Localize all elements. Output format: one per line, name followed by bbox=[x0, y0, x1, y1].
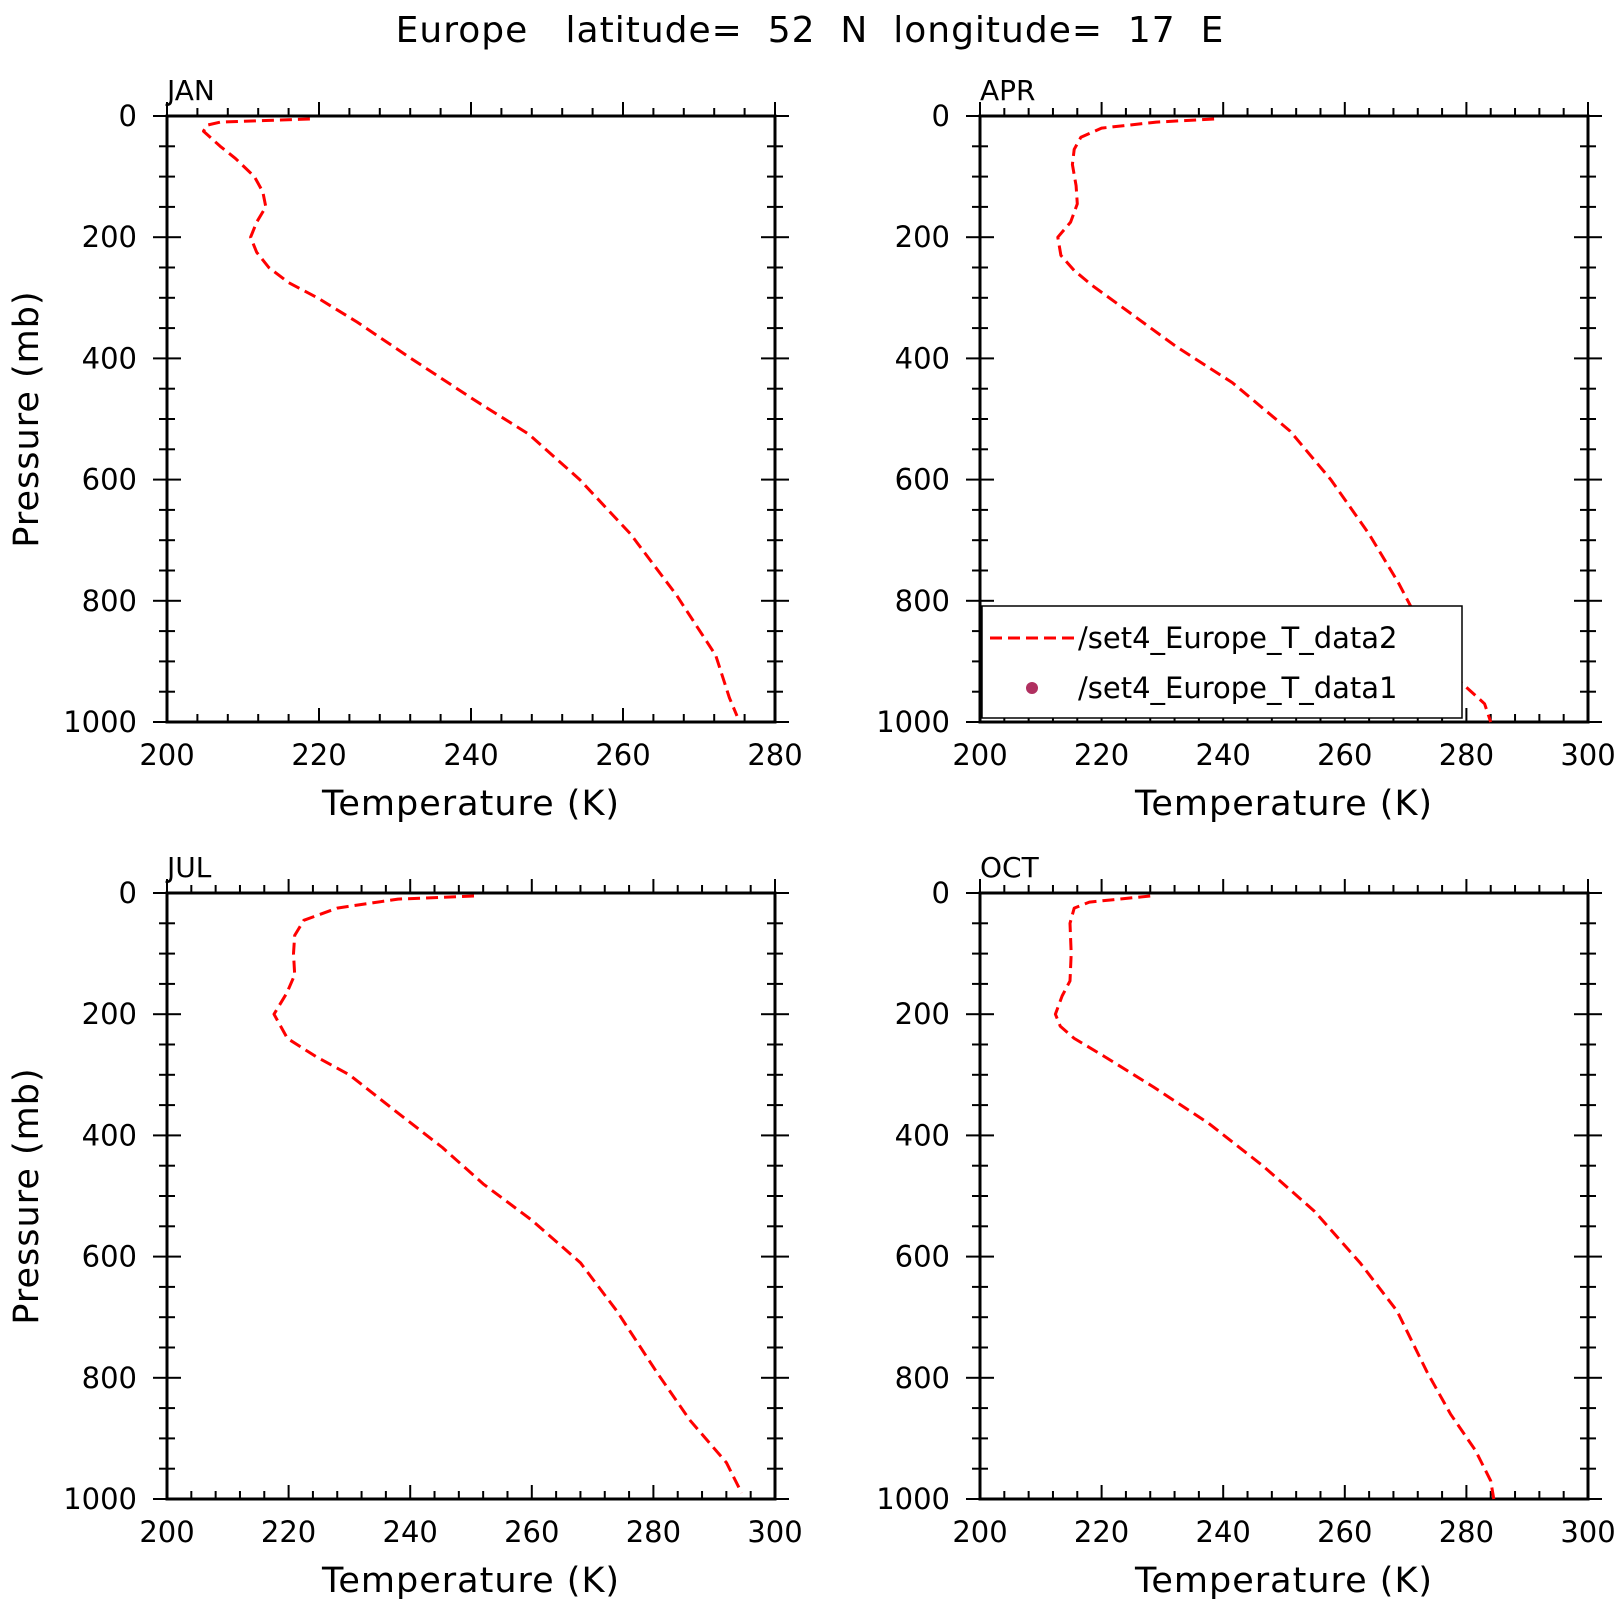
series-line-jan bbox=[202, 117, 739, 717]
y-tick-label: 200 bbox=[82, 997, 137, 1031]
panel-title: JUL bbox=[165, 851, 212, 884]
x-tick-label: 260 bbox=[504, 1515, 559, 1549]
panel-jul: JUL 200 220 240 260 280 300 0 200 400 600 800 1000 Te… bbox=[7, 851, 803, 1601]
x-tick-label: 220 bbox=[291, 738, 346, 772]
y-tick-label: 1000 bbox=[63, 705, 137, 739]
y-tick-label: 1000 bbox=[876, 705, 950, 739]
y-tick-label: 600 bbox=[82, 1240, 137, 1274]
x-tick-label: 260 bbox=[595, 738, 650, 772]
legend-box bbox=[981, 605, 1463, 719]
y-tick-label: 0 bbox=[119, 99, 137, 133]
x-tick-label: 200 bbox=[952, 1515, 1007, 1549]
y-tick-label: 800 bbox=[82, 584, 137, 618]
y-tick-label: 0 bbox=[932, 99, 950, 133]
x-tick-label: 280 bbox=[626, 1515, 681, 1549]
y-tick-label: 400 bbox=[895, 341, 950, 375]
plot-frame bbox=[978, 891, 1590, 1501]
y-tick-label: 200 bbox=[82, 220, 137, 254]
y-tick-label: 400 bbox=[895, 1118, 950, 1152]
x-axis-label: Temperature (K) bbox=[1134, 1561, 1433, 1601]
series-line-apr bbox=[1056, 117, 1493, 723]
x-tick-label: 220 bbox=[261, 1515, 316, 1549]
y-tick-label: 200 bbox=[895, 997, 950, 1031]
plot-frame bbox=[165, 114, 777, 724]
panels: JAN 200 220 240 260 280 0 200 400 600 800 1000 Tempe… bbox=[7, 74, 1616, 1601]
x-tick-label: 280 bbox=[1439, 738, 1494, 772]
panel-title: JAN bbox=[165, 74, 215, 107]
x-axis-label: Temperature (K) bbox=[321, 784, 620, 824]
y-axis-label: Pressure (mb) bbox=[7, 290, 47, 547]
y-tick-label: 600 bbox=[82, 463, 137, 497]
x-tick-label: 240 bbox=[1196, 738, 1251, 772]
x-tick-label: 220 bbox=[1074, 738, 1129, 772]
y-axis-label: Pressure (mb) bbox=[7, 1067, 47, 1324]
x-tick-label: 240 bbox=[383, 1515, 438, 1549]
x-tick-label: 240 bbox=[443, 738, 498, 772]
legend-label: /set4_Europe_T_data2 bbox=[1078, 621, 1398, 655]
y-tick-label: 800 bbox=[895, 1361, 950, 1395]
y-tick-label: 200 bbox=[895, 220, 950, 254]
panel-title: OCT bbox=[980, 851, 1040, 884]
x-tick-label: 200 bbox=[139, 738, 194, 772]
y-tick-label: 800 bbox=[895, 584, 950, 618]
x-tick-label: 300 bbox=[1560, 1515, 1615, 1549]
legend: /set4_Europe_T_data2/set4_Europe_T_data1 bbox=[981, 605, 1463, 719]
legend-label: /set4_Europe_T_data1 bbox=[1078, 671, 1398, 705]
x-tick-label: 200 bbox=[952, 738, 1007, 772]
series-line-jul bbox=[272, 894, 743, 1494]
panel-title: APR bbox=[980, 74, 1036, 107]
x-tick-label: 200 bbox=[139, 1515, 194, 1549]
x-tick-label: 260 bbox=[1317, 1515, 1372, 1549]
x-tick-label: 240 bbox=[1196, 1515, 1251, 1549]
x-tick-label: 300 bbox=[747, 1515, 802, 1549]
y-tick-label: 0 bbox=[932, 876, 950, 910]
x-tick-label: 280 bbox=[1439, 1515, 1494, 1549]
panel-apr: APR 200 220 240 260 280 300 0 200 400 600 800 1000 Te… bbox=[876, 74, 1615, 824]
x-tick-label: 220 bbox=[1074, 1515, 1129, 1549]
y-tick-label: 1000 bbox=[876, 1482, 950, 1516]
panel-jan: JAN 200 220 240 260 280 0 200 400 600 800 1000 Tempe… bbox=[7, 74, 803, 824]
figure-title: Europe latitude= 52 N longitude= 17 E bbox=[396, 10, 1225, 51]
y-tick-label: 800 bbox=[82, 1361, 137, 1395]
x-tick-label: 300 bbox=[1560, 738, 1615, 772]
legend-marker-swatch bbox=[1026, 682, 1038, 694]
plot-frame bbox=[165, 891, 777, 1501]
y-tick-label: 400 bbox=[82, 341, 137, 375]
y-tick-label: 0 bbox=[119, 876, 137, 910]
x-tick-label: 260 bbox=[1317, 738, 1372, 772]
panel-oct: OCT 200 220 240 260 280 300 0 200 400 600 800 1000 Te… bbox=[876, 851, 1615, 1601]
x-tick-label: 280 bbox=[747, 738, 802, 772]
y-tick-label: 600 bbox=[895, 463, 950, 497]
series-line-oct bbox=[1053, 894, 1496, 1500]
y-tick-label: 1000 bbox=[63, 1482, 137, 1516]
x-axis-label: Temperature (K) bbox=[1134, 784, 1433, 824]
y-tick-label: 600 bbox=[895, 1240, 950, 1274]
y-tick-label: 400 bbox=[82, 1118, 137, 1152]
x-axis-label: Temperature (K) bbox=[321, 1561, 620, 1601]
